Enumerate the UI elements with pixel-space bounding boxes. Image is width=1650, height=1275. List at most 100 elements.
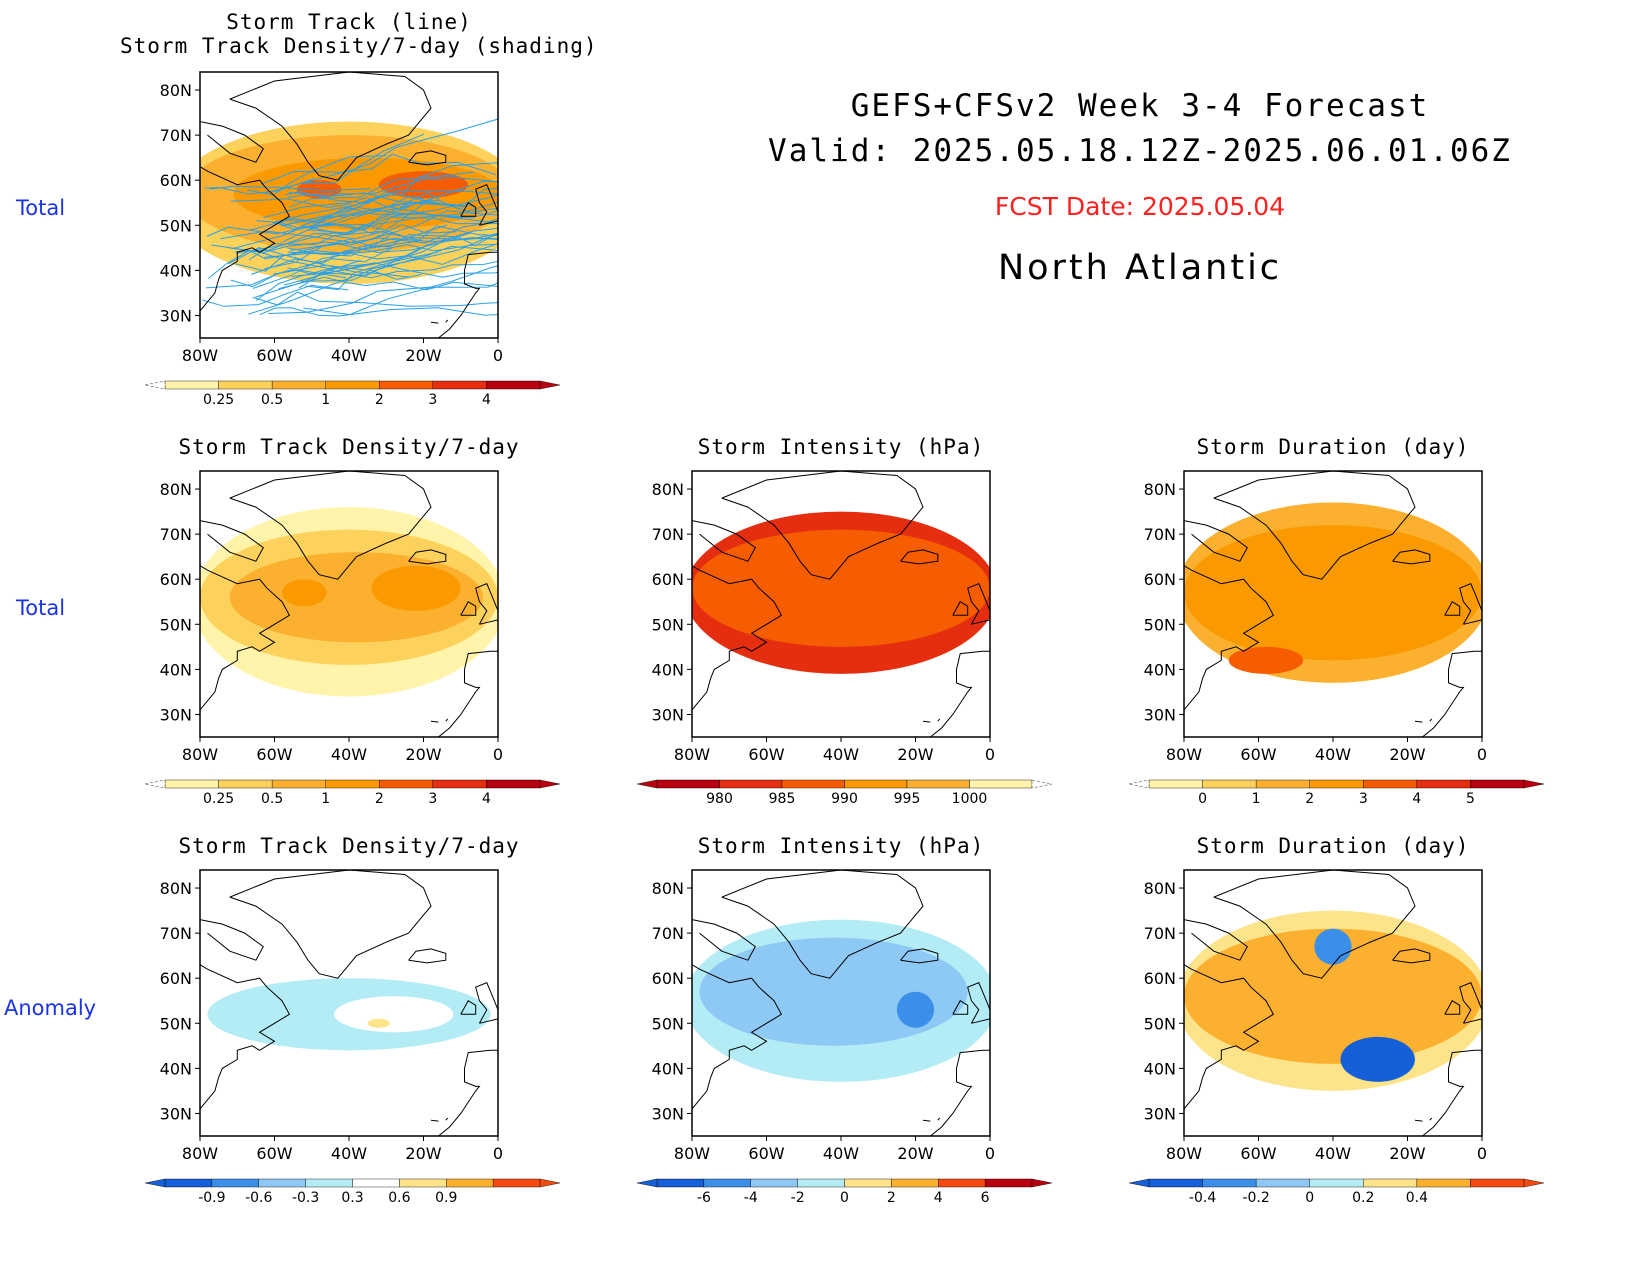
colorbar-segment (305, 1178, 353, 1188)
coastline (922, 1119, 931, 1122)
lon-tick-label: 20W (405, 745, 441, 764)
colorbar-label: -0.9 (198, 1190, 225, 1206)
colorbar-arrow-right (539, 380, 561, 390)
coastline (692, 520, 756, 562)
colorbar-arrow-left (144, 779, 166, 789)
colorbar-label: 5 (1466, 791, 1475, 807)
storm-track-line (235, 202, 425, 254)
colorbar-segment (399, 1178, 447, 1188)
coastline (438, 1049, 498, 1136)
colorbar-arrow-left (1128, 1178, 1150, 1188)
lat-tick-label: 40N (652, 1059, 684, 1078)
coastline (967, 982, 990, 1024)
colorbar-label: -2 (791, 1190, 805, 1206)
coastline (1414, 720, 1423, 723)
coastline (1184, 964, 1275, 1136)
lat-tick-label: 40N (652, 660, 684, 679)
colorbar-segment (1202, 779, 1257, 789)
lon-tick-label: 40W (823, 1144, 859, 1163)
coastline (1444, 999, 1461, 1015)
coastline (1459, 982, 1482, 1024)
lat-tick-label: 50N (652, 1014, 684, 1033)
storm-track-line (251, 232, 498, 275)
colorbar-segment (1363, 779, 1418, 789)
lat-tick-label: 40N (160, 261, 192, 280)
colorbar-arrow-left (144, 380, 166, 390)
colorbar-label: -0.4 (1189, 1190, 1216, 1206)
colorbar-label: -0.3 (292, 1190, 319, 1206)
density-region (378, 171, 469, 199)
lat-tick-label: 70N (1144, 924, 1176, 943)
coastline (445, 319, 449, 323)
lat-tick-label: 60N (1144, 969, 1176, 988)
lat-tick-label: 40N (160, 1059, 192, 1078)
lon-tick-label: 20W (405, 346, 441, 365)
storm-track-line (259, 307, 498, 317)
colorbar-segment (1416, 1178, 1471, 1188)
coastline (200, 964, 291, 1136)
density-region (692, 529, 990, 647)
colorbar-label: 1 (321, 392, 330, 408)
colorbar-segment (1202, 1178, 1257, 1188)
colorbar-label: 0.5 (261, 791, 283, 807)
storm-track-line (247, 269, 422, 315)
lat-tick-label: 50N (160, 216, 192, 235)
colorbar-segment (325, 779, 380, 789)
storm-track-line (298, 251, 438, 289)
colorbar-segment (379, 779, 434, 789)
colorbar-segment (656, 1178, 705, 1188)
lon-tick-label: 40W (331, 1144, 367, 1163)
lat-tick-label: 30N (160, 705, 192, 724)
coastline (200, 565, 291, 737)
coastline (930, 650, 990, 737)
colorbar-label: 0.2 (1352, 1190, 1374, 1206)
map-panel: 80N 70N 60N 50N 40N 30N 80W 60W 40W 20W 0 0.25 0.5 1 2… (144, 71, 561, 408)
colorbar-segment (1148, 1178, 1203, 1188)
storm-track-line (208, 224, 447, 279)
colorbar-label: 995 (894, 791, 921, 807)
storm-track-line (230, 198, 351, 209)
lon-tick-label: 0 (493, 1144, 503, 1163)
lon-tick-label: 0 (1477, 745, 1487, 764)
panel-title: Storm Duration (day) (1196, 834, 1470, 858)
lat-tick-label: 30N (652, 705, 684, 724)
storm-track-line (265, 118, 498, 194)
colorbar-label: 3 (428, 392, 437, 408)
coastline (1184, 520, 1248, 562)
storm-track-line (289, 236, 498, 253)
lat-tick-label: 70N (652, 525, 684, 544)
lat-tick-label: 30N (652, 1104, 684, 1123)
storm-track-line (264, 232, 498, 258)
coastline (930, 1049, 990, 1136)
lat-tick-label: 30N (1144, 1104, 1176, 1123)
colorbar-segment (719, 779, 783, 789)
density-region (1228, 646, 1304, 674)
colorbar-segment (325, 380, 380, 390)
storm-track-line (255, 260, 498, 298)
lon-tick-label: 60W (1240, 745, 1276, 764)
storm-track-line (309, 187, 498, 229)
coastline (200, 919, 264, 961)
colorbar-label: -6 (697, 1190, 711, 1206)
coastline (1414, 1119, 1423, 1122)
lon-tick-label: 40W (331, 346, 367, 365)
lon-tick-label: 80W (1166, 1144, 1202, 1163)
colorbar-label: 0.4 (1406, 1190, 1428, 1206)
lon-tick-label: 0 (493, 346, 503, 365)
lat-tick-label: 70N (160, 525, 192, 544)
row-label-total-2: Total (16, 596, 66, 620)
colorbar-segment (984, 1178, 1033, 1188)
density-region (896, 991, 935, 1028)
storm-track-line (278, 276, 498, 291)
panel-title: Storm Duration (day) (1196, 435, 1470, 459)
density-region (281, 579, 327, 607)
colorbar-arrow-left (636, 779, 658, 789)
coastline (1392, 549, 1431, 565)
colorbar-arrow-left (1128, 779, 1150, 789)
coastline (952, 999, 969, 1015)
colorbar-label: 0 (840, 1190, 849, 1206)
colorbar-segment (271, 380, 326, 390)
lon-tick-label: 0 (985, 745, 995, 764)
colorbar-segment (446, 1178, 494, 1188)
colorbar-label: 985 (769, 791, 796, 807)
